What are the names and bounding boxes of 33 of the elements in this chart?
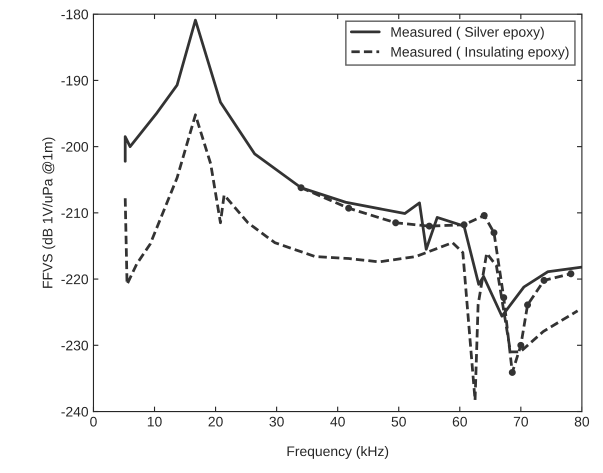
x-axis-title: Frequency (kHz) [288,446,388,459]
y-tick-label: -210 [61,208,88,218]
x-tick-label: 50 [392,416,406,427]
point [567,270,574,278]
x-tick-label: 60 [452,416,467,427]
point [524,301,532,308]
y-tick-label: -230 [61,340,88,350]
point [480,212,488,219]
legend-label: Measured ( Insulating epoxy) [391,46,569,60]
point [426,222,433,230]
point [460,221,468,228]
y-axis-title: FFVS (dB 1V/uPa @1m) [42,138,56,288]
y-tick-label: -240 [61,406,88,417]
y-tick-label: -220 [61,274,88,284]
point [500,294,508,302]
x-tick-label: 10 [148,416,162,427]
point [490,229,498,236]
x-tick-label: 30 [269,416,284,427]
y-tick-label: -190 [61,76,88,86]
point [517,342,524,349]
point [392,219,400,226]
x-tick-label: 80 [574,416,590,427]
x-tick-label: 0 [90,416,97,427]
point [508,368,516,376]
y-tick-label: -180 [61,10,88,20]
point [298,184,305,192]
legend-label: Measured ( Silver epoxy) [391,26,544,40]
point [345,204,352,212]
point [540,276,548,284]
y-tick-label: -200 [61,142,88,152]
x-tick-label: 70 [514,416,528,427]
x-tick-label: 20 [208,416,223,427]
x-tick-label: 40 [330,416,345,427]
